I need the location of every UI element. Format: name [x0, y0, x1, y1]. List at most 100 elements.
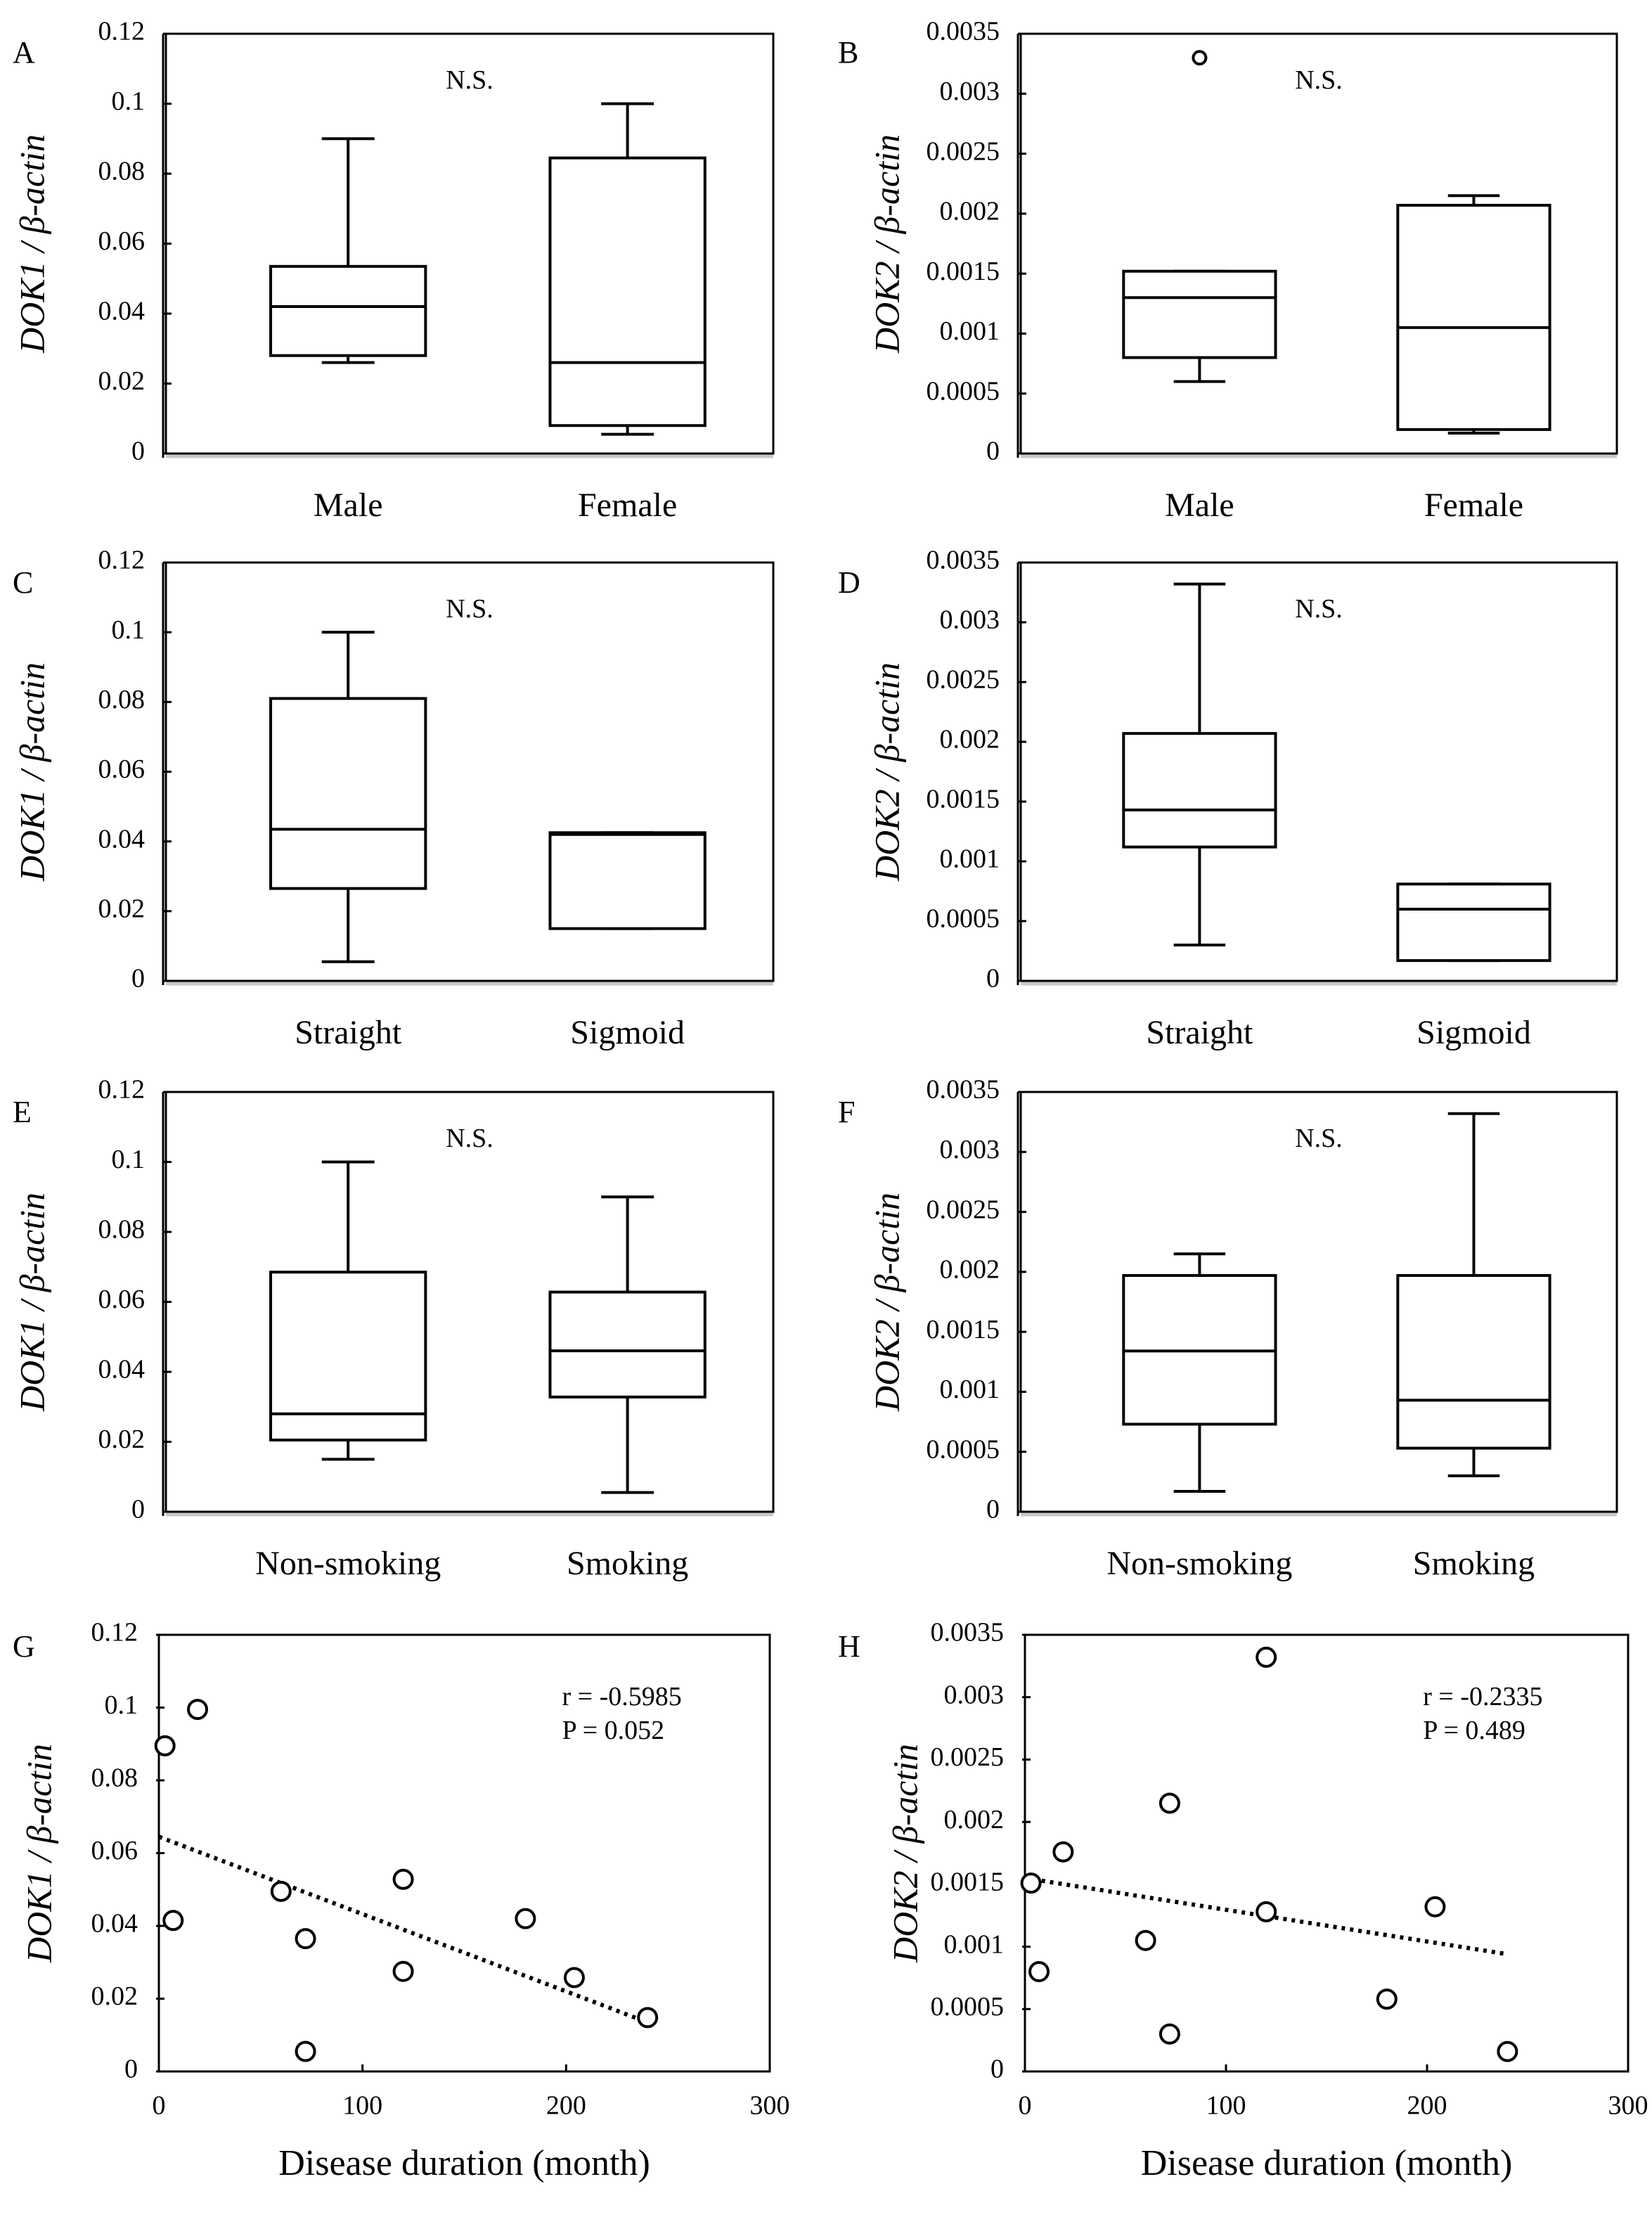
panel-a: A 0 0.02 0.04 0.06 0.08 0.1 0.12 DOK1 / β-actin N…	[12, 17, 775, 524]
y-tick-label: 0	[131, 1495, 145, 1524]
x-axis-label: Disease duration (month)	[1141, 2143, 1513, 2183]
data-point	[1424, 1896, 1446, 1917]
y-tick-label: 0.0035	[927, 1075, 1000, 1105]
ns-annotation: N.S.	[1295, 1124, 1343, 1153]
y-tick-label: 0.0015	[927, 1315, 1000, 1344]
plot-frame	[1019, 32, 1618, 455]
y-ticks: 0 0.02 0.04 0.06 0.08 0.1 0.12	[98, 17, 172, 466]
y-tick-label: 0.0005	[927, 376, 1000, 406]
panel-g: G 0 0.02 0.04 0.06 0.08 0.1 0.12 DOK1 / β-actin 0…	[13, 1618, 790, 2183]
y-tick-label: 0.0025	[927, 1195, 1000, 1224]
y-tick-label: 0	[986, 964, 1000, 994]
y-tick-label: 0.08	[98, 157, 146, 186]
y-tick-label: 0.002	[940, 725, 1000, 754]
data-point	[270, 1880, 292, 1902]
category-label: Straight	[295, 1014, 402, 1051]
panel-f: F 0 0.0005 0.001 0.0015 0.002 0.0025 0.003 0.003…	[838, 1075, 1618, 1582]
y-tick-label: 0.0005	[927, 904, 1000, 934]
category-label: Non-smoking	[255, 1545, 441, 1582]
panel-letter: H	[838, 1629, 860, 1664]
panel-letter: D	[838, 565, 860, 600]
box-straight: Straight	[1122, 582, 1277, 1051]
box-male: Male	[1122, 50, 1277, 524]
iqr-box	[548, 156, 706, 428]
plot-frame	[1024, 1633, 1630, 2073]
x-tick-label: 0	[153, 2091, 166, 2121]
y-axis-label: DOK2 / β-actin	[867, 1193, 906, 1412]
stat-text: r = -0.2335	[1423, 1682, 1542, 1711]
y-tick-label: 0.003	[940, 1135, 1000, 1164]
y-tick-label: 0	[986, 1495, 1000, 1524]
box-smoking: Smoking	[1396, 1112, 1551, 1582]
y-tick-label: 0.001	[940, 316, 1000, 346]
y-tick-label: 0.08	[98, 1215, 146, 1245]
panel-c: C 0 0.02 0.04 0.06 0.08 0.1 0.12 DOK1 / β-actin N…	[12, 546, 775, 1051]
ns-annotation: N.S.	[446, 594, 493, 624]
data-point	[1497, 2041, 1518, 2062]
data-point	[1052, 1841, 1074, 1863]
y-tick-label: 0.001	[940, 1375, 1000, 1404]
y-ticks: 0 0.02 0.04 0.06 0.08 0.1 0.12	[98, 546, 172, 994]
iqr-box	[269, 1271, 427, 1442]
y-tick-label: 0.04	[98, 1355, 146, 1384]
y-tick-label: 0.002	[940, 1255, 1000, 1285]
plot-frame	[1019, 561, 1618, 982]
category-label: Smoking	[567, 1545, 688, 1582]
category-label: Sigmoid	[570, 1014, 685, 1051]
x-tick-label: 200	[1407, 2091, 1447, 2121]
y-ticks: 0 0.02 0.04 0.06 0.08 0.1 0.12	[98, 1075, 172, 1524]
y-tick-label: 0.0035	[927, 17, 1000, 46]
y-tick-label: 0.0015	[931, 1868, 1005, 1897]
y-tick-label: 0.003	[940, 77, 1000, 106]
data-point	[1159, 1792, 1180, 1814]
category-label: Male	[1165, 487, 1234, 524]
data-point	[1376, 1988, 1398, 2010]
y-tick-label: 0.12	[98, 1075, 146, 1105]
y-tick-label: 0.0015	[927, 257, 1000, 286]
box-straight: Straight	[269, 631, 427, 1051]
y-ticks: 0 0.02 0.04 0.06 0.08 0.1 0.12	[91, 1618, 164, 2084]
y-axis-label: DOK1 / β-actin	[12, 662, 51, 882]
y-tick-label: 0.04	[98, 824, 146, 854]
box-non-smoking: Non-smoking	[255, 1160, 441, 1582]
y-tick-label: 0	[990, 2055, 1004, 2084]
y-axis-label: DOK2 / β-actin	[867, 662, 906, 882]
y-tick-label: 0.0025	[931, 1742, 1005, 1772]
y-tick-label: 0.02	[98, 894, 146, 924]
trend-line	[157, 1834, 649, 2024]
panel-b: B 0 0.0005 0.001 0.0015 0.002 0.0025 0.003 0.003…	[838, 17, 1618, 524]
y-ticks: 0 0.0005 0.001 0.0015 0.002 0.0025 0.003 0.0035	[931, 1618, 1031, 2084]
y-tick-label: 0.003	[944, 1680, 1005, 1709]
y-tick-label: 0.0035	[927, 546, 1000, 575]
box-non-smoking: Non-smoking	[1106, 1252, 1292, 1582]
iqr-box	[1122, 732, 1277, 849]
data-point	[392, 1868, 414, 1890]
x-ticks: 0 100 200 300	[153, 2064, 790, 2121]
x-ticks: 0 100 200 300	[1019, 2064, 1648, 2121]
category-label: Sigmoid	[1417, 1014, 1531, 1051]
y-tick-label: 0.002	[940, 197, 1000, 226]
y-tick-label: 0	[131, 437, 145, 466]
data-point	[187, 1699, 209, 1721]
y-ticks: 0 0.0005 0.001 0.0015 0.002 0.0025 0.003 0.0035	[927, 546, 1026, 994]
y-tick-label: 0.06	[91, 1836, 138, 1865]
scatter-points	[154, 1699, 659, 2062]
stat-text: P = 0.489	[1423, 1716, 1525, 1745]
data-point	[637, 2007, 659, 2029]
x-tick-label: 300	[1608, 2091, 1648, 2121]
y-tick-label: 0.0025	[927, 136, 1000, 166]
x-tick-label: 0	[1019, 2091, 1032, 2121]
data-point	[515, 1908, 536, 1929]
y-tick-label: 0.06	[98, 754, 146, 784]
data-point	[1159, 2023, 1180, 2045]
data-point	[162, 1910, 184, 1932]
panel-letter: E	[13, 1095, 32, 1129]
panel-letter: C	[13, 565, 33, 600]
y-ticks: 0 0.0005 0.001 0.0015 0.002 0.0025 0.003 0.0035	[927, 1075, 1026, 1524]
y-tick-label: 0.12	[98, 17, 146, 46]
y-axis-label: DOK1 / β-actin	[12, 1193, 51, 1412]
category-label: Female	[578, 487, 677, 524]
y-tick-label: 0.02	[98, 1425, 146, 1454]
y-tick-label: 0	[131, 964, 145, 994]
